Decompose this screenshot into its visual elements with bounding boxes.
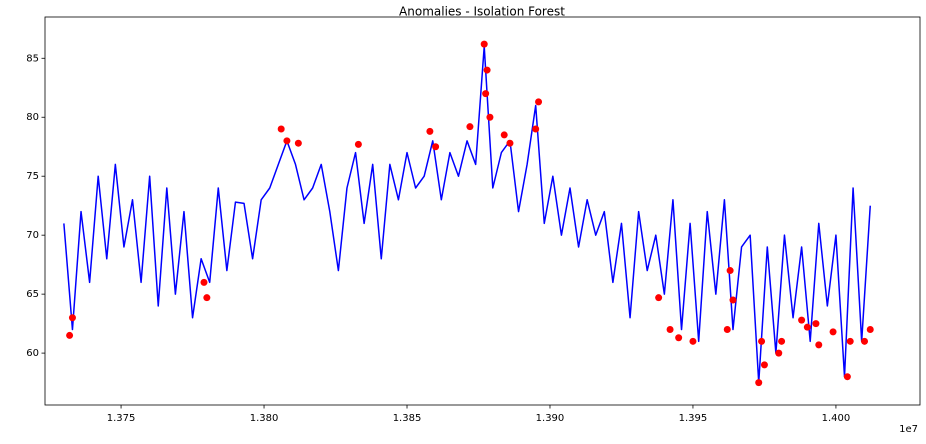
- anomaly-point: [426, 127, 434, 135]
- anomaly-point: [729, 296, 737, 304]
- series-line: [63, 45, 871, 384]
- anomaly-point: [432, 143, 440, 151]
- anomaly-point: [277, 125, 285, 133]
- anomaly-point: [723, 326, 731, 334]
- anomaly-point: [755, 379, 763, 387]
- chart-title: Anomalies - Isolation Forest: [399, 5, 565, 19]
- anomaly-point: [812, 320, 820, 328]
- x-tick-label: 1.390: [536, 413, 565, 424]
- anomaly-point: [758, 337, 766, 345]
- anomaly-point: [778, 337, 786, 345]
- anomaly-point: [500, 131, 508, 139]
- anomaly-point: [482, 90, 490, 98]
- anomaly-point: [689, 337, 697, 345]
- y-tick-label: 80: [26, 112, 39, 123]
- anomaly-point: [354, 140, 362, 148]
- anomaly-point: [66, 331, 74, 339]
- anomaly-point: [655, 294, 663, 302]
- anomaly-point: [846, 337, 854, 345]
- anomaly-point: [726, 267, 734, 275]
- anomaly-point: [666, 326, 674, 334]
- anomaly-point: [675, 334, 683, 342]
- anomaly-point: [760, 361, 768, 369]
- anomaly-point: [815, 341, 823, 349]
- anomaly-point: [843, 373, 851, 381]
- anomaly-point: [798, 316, 806, 324]
- anomaly-point: [829, 328, 837, 336]
- anomaly-point: [506, 139, 514, 147]
- plot-frame: [44, 16, 921, 406]
- x-offset-label: 1e7: [899, 424, 918, 435]
- anomaly-point: [483, 66, 491, 74]
- anomaly-point: [200, 278, 208, 286]
- x-tick-label: 1.395: [679, 413, 708, 424]
- anomaly-point: [203, 294, 211, 302]
- anomaly-point: [861, 337, 869, 345]
- anomaly-point: [466, 123, 474, 131]
- y-tick-label: 60: [26, 348, 39, 359]
- y-tick-label: 75: [26, 171, 39, 182]
- anomaly-point: [775, 349, 783, 357]
- y-tick-label: 70: [26, 230, 39, 241]
- anomaly-point: [283, 137, 291, 145]
- x-tick-label: 1.400: [822, 413, 851, 424]
- anomaly-point: [294, 139, 302, 147]
- anomaly-point: [532, 125, 540, 133]
- anomaly-point: [68, 314, 76, 322]
- y-tick-label: 85: [26, 53, 39, 64]
- x-tick-label: 1.380: [250, 413, 279, 424]
- anomaly-point: [803, 323, 811, 331]
- anomaly-point: [535, 98, 543, 106]
- anomaly-point: [866, 326, 874, 334]
- y-tick-label: 65: [26, 289, 39, 300]
- x-tick-label: 1.375: [107, 413, 136, 424]
- x-tick-label: 1.385: [393, 413, 422, 424]
- anomaly-point: [480, 40, 488, 48]
- anomaly-point: [486, 113, 494, 121]
